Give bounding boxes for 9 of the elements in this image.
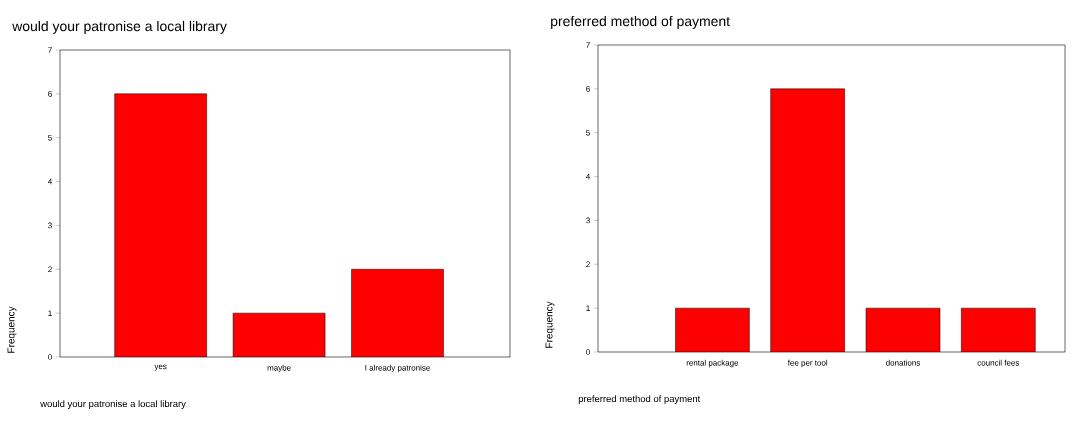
chart-title: would your patronise a local library	[12, 20, 227, 34]
bar	[232, 312, 326, 357]
bar	[114, 93, 207, 357]
x-axis-title: would your patronise a local library	[40, 400, 186, 409]
x-axis-title: preferred method of payment	[578, 395, 701, 404]
chart-title: preferred method of payment	[551, 15, 730, 29]
bar	[351, 269, 444, 357]
y-axis-title: Frequency	[545, 301, 555, 348]
y-axis-title: Frequency	[7, 306, 17, 353]
